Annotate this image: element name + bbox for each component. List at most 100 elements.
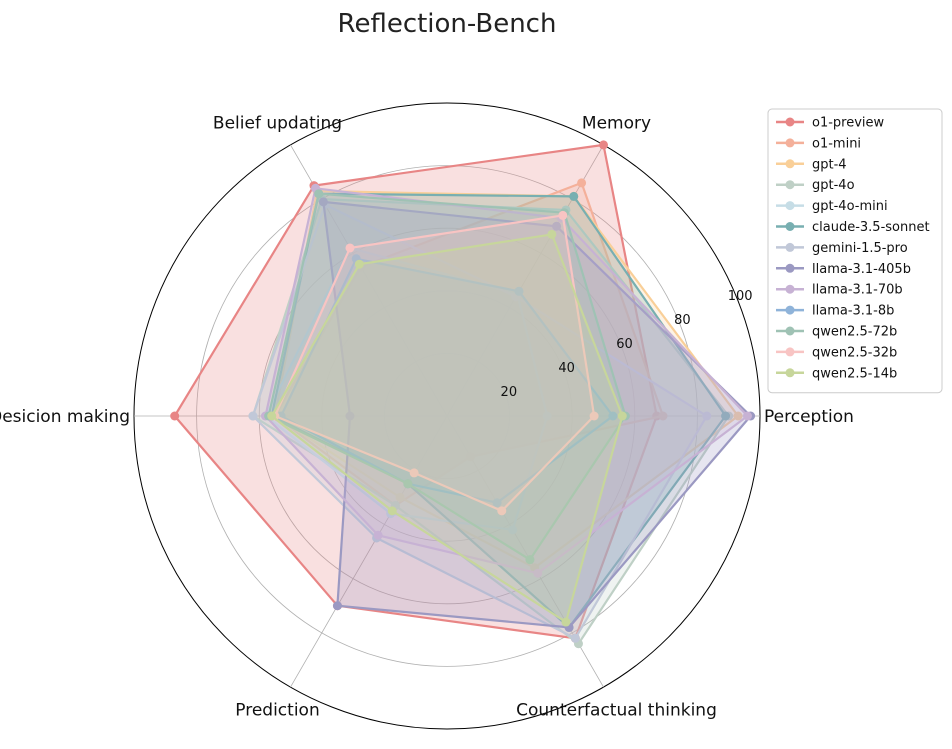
legend-item[interactable]: gpt-4o-mini <box>776 199 888 214</box>
data-point <box>721 411 731 421</box>
series-qwen2.5-14b <box>267 229 627 627</box>
legend-item[interactable]: gpt-4 <box>776 157 847 172</box>
data-point <box>387 506 397 516</box>
data-point <box>558 210 568 220</box>
legend-item[interactable]: o1-preview <box>776 116 885 131</box>
legend-label: o1-preview <box>812 116 885 131</box>
radial-tick-label: 100 <box>728 289 753 304</box>
data-point <box>570 633 580 643</box>
data-point <box>170 411 180 421</box>
legend-marker <box>785 326 795 336</box>
data-point <box>547 229 557 239</box>
data-point <box>395 492 405 502</box>
data-point <box>552 221 562 231</box>
data-point <box>508 525 518 535</box>
legend-marker <box>785 347 795 357</box>
radial-tick-label: 60 <box>616 337 633 352</box>
series-llama-3.1-8b <box>276 254 618 508</box>
data-point <box>589 411 599 421</box>
legend-label: gpt-4o <box>812 178 855 193</box>
chart-title: Reflection-Bench <box>338 9 557 39</box>
data-point <box>497 506 507 516</box>
grid-spoke <box>290 415 448 688</box>
data-point <box>599 140 608 150</box>
legend[interactable]: o1-preview o1-mini gpt-4 gpt-4o gpt-4o-mini c… <box>767 108 943 394</box>
data-point <box>465 452 475 462</box>
data-point <box>314 189 324 199</box>
data-point <box>248 411 258 421</box>
grid-spoke <box>446 144 604 417</box>
radial-tick-label: 20 <box>501 385 518 400</box>
data-point <box>318 197 328 207</box>
legend-item[interactable]: gemini-1.5-pro <box>776 241 908 256</box>
data-point <box>354 259 364 269</box>
series-layer <box>170 140 756 649</box>
legend-marker <box>785 159 795 169</box>
legend-item[interactable]: claude-3.5-sonnet <box>776 220 930 235</box>
legend-label: llama-3.1-70b <box>812 283 903 298</box>
axis-label: Perception <box>764 407 854 427</box>
axis-label: Desicion making <box>0 407 130 427</box>
legend-item[interactable]: qwen2.5-32b <box>776 345 897 360</box>
series-gemini-1.5-pro <box>248 200 712 643</box>
legend-label: qwen2.5-72b <box>812 325 897 340</box>
data-point <box>617 411 627 421</box>
legend-item[interactable]: gpt-4o <box>776 178 855 193</box>
legend-marker <box>785 138 795 148</box>
data-point <box>514 286 524 296</box>
legend-marker <box>785 284 795 294</box>
data-point <box>702 411 712 421</box>
legend-item[interactable]: qwen2.5-72b <box>776 325 897 340</box>
data-point <box>373 530 383 540</box>
legend-marker <box>785 368 795 378</box>
legend-label: llama-3.1-405b <box>812 262 911 277</box>
data-point <box>577 178 587 188</box>
legend-marker <box>785 201 795 211</box>
legend-marker <box>785 180 795 190</box>
legend-label: gemini-1.5-pro <box>812 241 908 256</box>
legend-label: gpt-4o-mini <box>812 199 888 214</box>
data-point <box>525 555 535 565</box>
legend-item[interactable]: qwen2.5-14b <box>776 366 897 381</box>
axis-labels: 20 40 60 80 100 Perception Memory Belief updati… <box>0 113 854 720</box>
legend-marker <box>785 222 795 231</box>
legend-box <box>767 108 943 394</box>
data-point <box>733 411 743 421</box>
legend-marker <box>785 263 795 273</box>
legend-item[interactable]: llama-3.1-70b <box>776 283 903 298</box>
data-point <box>492 498 502 508</box>
data-point <box>608 411 618 421</box>
legend-marker <box>785 117 795 127</box>
data-point <box>267 411 277 421</box>
data-point <box>345 411 355 421</box>
data-point <box>409 468 419 478</box>
data-point <box>569 191 579 201</box>
data-point <box>332 601 342 611</box>
axis-label: Counterfactual thinking <box>516 701 717 721</box>
axis-label: Prediction <box>235 701 319 721</box>
legend-label: o1-mini <box>812 136 861 151</box>
data-point <box>345 243 355 253</box>
legend-item[interactable]: llama-3.1-405b <box>776 262 911 277</box>
data-point <box>542 411 552 421</box>
data-point <box>742 411 752 421</box>
series-llama-3.1-405b <box>318 197 756 632</box>
legend-label: llama-3.1-8b <box>812 304 894 319</box>
legend-label: claude-3.5-sonnet <box>812 220 930 235</box>
legend-label: qwen2.5-32b <box>812 345 897 360</box>
data-point <box>561 617 571 627</box>
legend-label: gpt-4 <box>812 157 847 172</box>
radial-tick-label: 80 <box>674 313 691 328</box>
legend-label: qwen2.5-14b <box>812 366 897 381</box>
axis-label: Memory <box>582 113 651 133</box>
legend-item[interactable]: llama-3.1-8b <box>776 304 894 319</box>
data-point <box>658 411 668 421</box>
legend-item[interactable]: o1-mini <box>776 136 861 151</box>
data-point <box>403 479 413 489</box>
radial-tick-label: 40 <box>558 361 575 376</box>
legend-marker <box>785 242 795 252</box>
axis-label: Belief updating <box>213 113 342 133</box>
legend-marker <box>785 305 795 315</box>
